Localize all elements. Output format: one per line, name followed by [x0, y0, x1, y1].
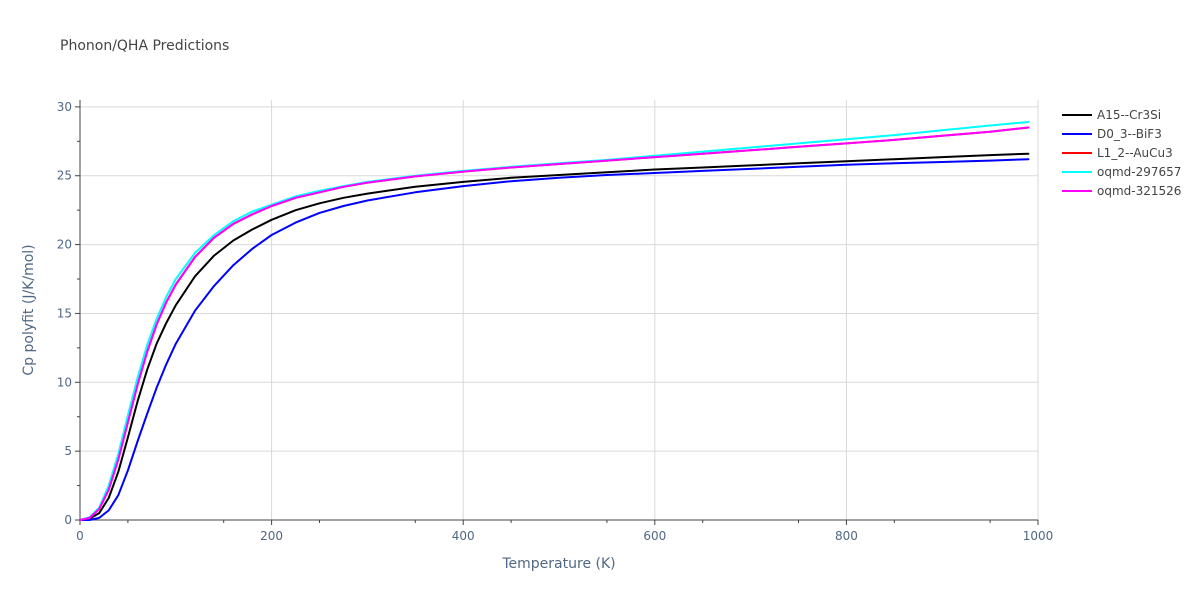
x-tick-label: 0 [76, 529, 84, 543]
legend-item[interactable]: oqmd-297657 [1062, 165, 1181, 179]
y-tick-label: 0 [64, 513, 72, 527]
legend-item[interactable]: D0_3--BiF3 [1062, 127, 1162, 141]
series-line-a15-cr3si [79, 152, 1030, 521]
series-line-oqmd-321526 [79, 126, 1030, 521]
y-tick-label: 30 [57, 100, 72, 114]
legend-item[interactable]: A15--Cr3Si [1062, 108, 1161, 122]
chart-title: Phonon/QHA Predictions [60, 38, 229, 54]
x-tick-label: 400 [452, 529, 475, 543]
y-tick-label: 10 [57, 375, 72, 389]
y-tick-label: 15 [57, 306, 72, 320]
y-tick-label: 20 [57, 238, 72, 252]
legend-label: oqmd-321526 [1097, 184, 1181, 198]
legend-label: D0_3--BiF3 [1097, 127, 1162, 141]
series-line-oqmd-297657 [79, 121, 1030, 521]
series-layer [79, 121, 1030, 521]
legend-item[interactable]: L1_2--AuCu3 [1062, 146, 1173, 160]
y-tick-label: 25 [57, 169, 72, 183]
x-axis-label: Temperature (K) [501, 556, 615, 572]
x-tick-label: 1000 [1023, 529, 1054, 543]
legend-label: oqmd-297657 [1097, 165, 1181, 179]
legend-item[interactable]: oqmd-321526 [1062, 184, 1181, 198]
x-tick-label: 800 [835, 529, 858, 543]
y-tick-label: 5 [64, 444, 72, 458]
series-line-l1-2-aucu3 [79, 126, 1030, 521]
legend: A15--Cr3Si D0_3--BiF3 L1_2--AuCu3 oqmd-2976… [1062, 108, 1181, 198]
legend-label: A15--Cr3Si [1097, 108, 1161, 122]
x-tick-label: 200 [260, 529, 283, 543]
series-line-d0-3-bif3 [79, 158, 1030, 521]
y-axis-label: Cp polyfit (J/K/mol) [21, 244, 37, 375]
legend-label: L1_2--AuCu3 [1097, 146, 1173, 160]
x-tick-label: 600 [643, 529, 666, 543]
axis-layer: 0 200 400 600 800 1000 0 5 10 15 20 25 30 [57, 100, 1054, 543]
